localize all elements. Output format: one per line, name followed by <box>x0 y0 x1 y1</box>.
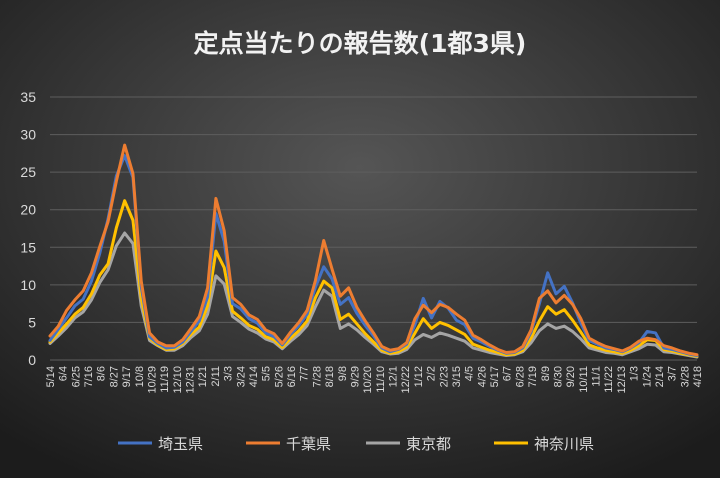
x-tick-label: 3/3 <box>223 366 235 381</box>
legend-label: 千葉県 <box>286 435 331 453</box>
x-tick-label: 6/28 <box>514 366 526 387</box>
y-tick-label: 20 <box>20 202 36 218</box>
legend: 埼玉県 千葉県 東京都 神奈川県 <box>118 435 594 453</box>
y-tick-label: 25 <box>20 164 36 180</box>
x-tick-label: 8/27 <box>108 366 120 387</box>
x-tick-label: 5/14 <box>45 366 57 387</box>
x-tick-label: 2/14 <box>654 366 666 387</box>
x-tick-label: 11/22 <box>603 366 615 393</box>
x-tick-label: 12/31 <box>185 366 197 394</box>
x-tick-label: 4/14 <box>248 366 260 387</box>
x-tick-label: 10/11 <box>578 366 590 393</box>
x-tick-label: 1/12 <box>413 366 425 387</box>
y-tick-label: 10 <box>20 277 36 293</box>
x-tick-label: 3/28 <box>679 366 691 387</box>
y-tick-label: 5 <box>28 314 36 330</box>
x-tick-label: 8/30 <box>552 366 564 387</box>
x-tick-label: 6/25 <box>70 366 82 387</box>
x-tick-label: 9/20 <box>565 366 577 387</box>
x-tick-label: 3/15 <box>451 366 463 387</box>
x-tick-label: 9/29 <box>349 366 361 387</box>
y-tick-label: 15 <box>20 239 36 255</box>
x-tick-label: 2/23 <box>438 366 450 387</box>
x-tick-label: 1/24 <box>641 366 653 387</box>
x-tick-label: 12/13 <box>616 366 628 394</box>
legend-label: 埼玉県 <box>158 435 203 453</box>
x-tick-label: 6/7 <box>502 366 514 381</box>
x-tick-label: 10/29 <box>146 366 158 394</box>
x-tick-label: 6/16 <box>286 366 298 387</box>
x-tick-label: 2/11 <box>210 366 222 387</box>
x-tick-label: 7/28 <box>311 366 323 387</box>
y-axis-ticks: 0 5 10 15 20 25 30 35 <box>20 89 36 368</box>
x-tick-label: 11/10 <box>375 366 387 393</box>
x-tick-label: 8/6 <box>96 366 108 381</box>
x-tick-label: 3/24 <box>235 366 247 387</box>
x-tick-label: 8/18 <box>324 366 336 387</box>
legend-label: 東京都 <box>406 435 451 453</box>
x-axis-ticks: 5/14 6/4 6/25 7/16 8/6 8/27 9/17 10/8 10/29 11/19… <box>45 366 704 394</box>
x-tick-label: 1/21 <box>197 366 209 387</box>
x-tick-label: 2/2 <box>426 366 438 381</box>
x-tick-label: 5/5 <box>261 366 273 381</box>
x-tick-label: 4/26 <box>476 366 488 387</box>
x-tick-label: 4/5 <box>464 366 476 381</box>
y-tick-label: 30 <box>20 127 36 143</box>
x-tick-label: 1/3 <box>629 366 641 381</box>
series-line-1 <box>48 143 699 357</box>
y-tick-label: 35 <box>20 89 36 105</box>
x-tick-label: 6/4 <box>58 366 70 381</box>
x-tick-label: 12/1 <box>388 366 400 387</box>
chart-title: 定点当たりの報告数(1都3県) <box>194 29 527 58</box>
series-lines <box>48 143 699 359</box>
x-tick-label: 11/19 <box>159 366 171 393</box>
x-tick-label: 10/8 <box>134 366 146 387</box>
x-tick-label: 3/7 <box>667 366 679 381</box>
x-tick-label: 9/17 <box>121 366 133 387</box>
x-tick-label: 12/22 <box>400 366 412 394</box>
x-tick-label: 8/9 <box>540 366 552 381</box>
legend-label: 神奈川県 <box>534 435 594 453</box>
x-tick-label: 12/10 <box>172 366 184 394</box>
x-tick-label: 9/8 <box>337 366 349 381</box>
x-tick-label: 7/19 <box>527 366 539 387</box>
x-tick-label: 11/1 <box>591 366 603 387</box>
x-tick-label: 10/20 <box>362 366 374 394</box>
x-tick-label: 5/26 <box>273 366 285 387</box>
x-tick-label: 7/16 <box>83 366 95 387</box>
gridlines <box>50 96 697 361</box>
y-tick-label: 0 <box>28 352 36 368</box>
x-tick-label: 7/7 <box>299 366 311 381</box>
x-tick-label: 4/18 <box>692 366 704 387</box>
x-tick-label: 5/17 <box>489 366 501 387</box>
